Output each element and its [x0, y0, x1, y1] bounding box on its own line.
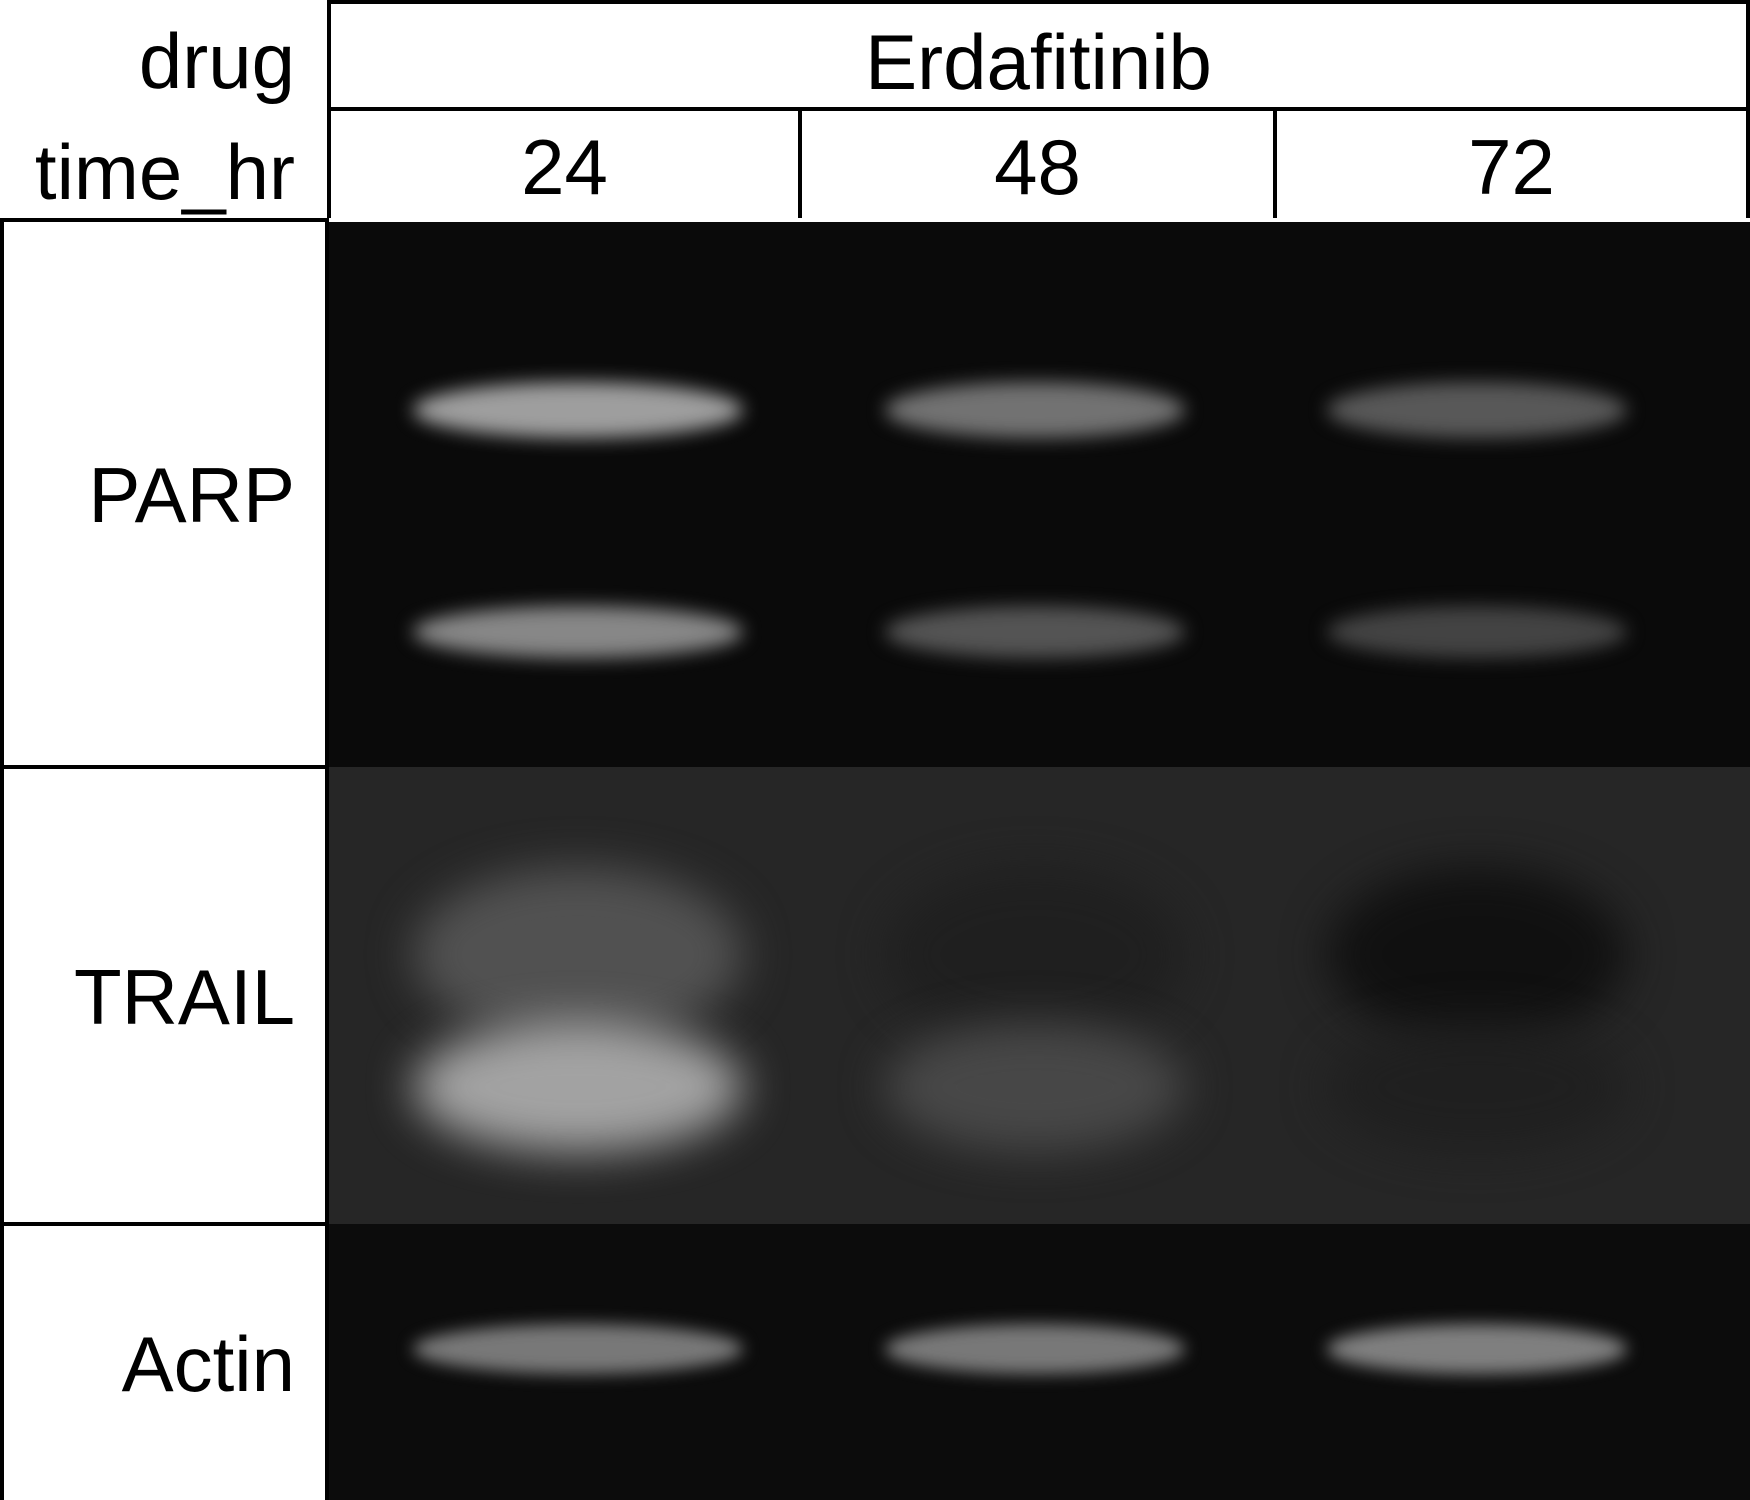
row-border-2	[0, 1222, 329, 1226]
header-mid-border	[327, 107, 1750, 111]
band-trail-lane3-upper	[1327, 867, 1627, 1042]
band-trail-lane1-lower	[413, 1022, 743, 1152]
blot-label-trail: TRAIL	[73, 953, 295, 1041]
band-trail-lane3-lower	[1327, 1022, 1627, 1152]
time-72: 72	[1468, 123, 1555, 211]
header-divider-2	[1273, 107, 1277, 218]
band-actin-lane1-single	[413, 1324, 743, 1374]
header-divider-1	[798, 107, 802, 218]
row-border-1	[0, 765, 329, 769]
blot-panel-trail	[329, 767, 1750, 1224]
band-parp-lane1-upper	[413, 382, 743, 438]
band-parp-lane1-lower	[413, 606, 743, 658]
left-column-border	[0, 218, 4, 1500]
band-actin-lane2-single	[885, 1324, 1185, 1374]
band-trail-lane2-upper	[885, 867, 1185, 1042]
time-48: 48	[994, 123, 1081, 211]
blot-panel-parp	[329, 222, 1750, 767]
header-right-border	[1746, 0, 1750, 218]
drug-name: Erdafitinib	[865, 18, 1212, 106]
band-actin-lane3-single	[1327, 1324, 1627, 1374]
band-parp-lane2-lower	[885, 606, 1185, 658]
blot-panel-actin	[329, 1224, 1750, 1500]
band-trail-lane2-lower	[885, 1022, 1185, 1152]
header-left-border	[327, 0, 331, 218]
row-border-top	[0, 218, 329, 222]
header-top-border	[327, 0, 1750, 4]
time-24: 24	[521, 123, 608, 211]
band-trail-lane1-upper	[413, 867, 743, 1042]
band-parp-lane3-lower	[1327, 606, 1627, 658]
blot-label-parp: PARP	[88, 451, 295, 539]
band-parp-lane2-upper	[885, 382, 1185, 438]
band-parp-lane3-upper	[1327, 382, 1627, 438]
time-row-label: time_hr	[34, 128, 295, 216]
blot-label-actin: Actin	[121, 1320, 295, 1408]
label-column-border	[325, 218, 329, 1500]
drug-row-label: drug	[138, 17, 295, 105]
